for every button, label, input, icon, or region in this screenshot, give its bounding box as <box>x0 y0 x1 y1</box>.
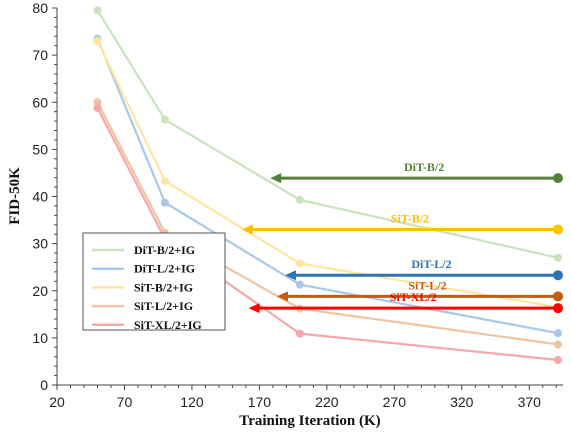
x-tick-label: 220 <box>315 394 339 410</box>
legend-label: SiT-L/2+IG <box>134 299 193 313</box>
baseline-label: SiT-XL/2 <box>390 290 437 304</box>
baseline-arrow-head <box>270 173 282 184</box>
data-point <box>93 36 102 45</box>
legend-label: DiT-B/2+IG <box>134 243 195 257</box>
data-point <box>295 195 304 204</box>
data-point <box>93 6 102 15</box>
data-point <box>160 176 169 185</box>
baseline-label: SiT-L/2 <box>408 278 446 292</box>
x-tick-label: 70 <box>117 394 133 410</box>
ticks-group: 0 10 20 30 40 50 60 70 80 20 70 120 170 220 270 320 370 <box>32 0 557 410</box>
series-line <box>96 101 559 346</box>
y-tick-label: 70 <box>32 47 48 63</box>
y-tick-label: 10 <box>32 330 48 346</box>
legend: DiT-B/2+IG DiT-L/2+IG SiT-B/2+IG SiT-L/2+IG… <box>82 232 226 332</box>
baseline-end-marker <box>553 173 563 184</box>
x-tick-label: 370 <box>518 394 542 410</box>
y-tick-label: 60 <box>32 94 48 110</box>
baseline-label: DiT-B/2 <box>404 160 444 174</box>
x-tick-label: 120 <box>180 394 204 410</box>
data-point <box>93 98 102 107</box>
data-point <box>93 103 102 112</box>
baseline-end-marker <box>553 270 563 281</box>
y-axis-title: FID-50K <box>7 167 23 225</box>
x-tick-label: 170 <box>248 394 272 410</box>
series-line <box>96 9 559 259</box>
baseline-arrow-head <box>276 291 288 302</box>
data-point <box>295 329 304 338</box>
x-tick-label: 320 <box>450 394 474 410</box>
data-point <box>554 253 562 262</box>
x-tick-label: 20 <box>49 394 65 410</box>
x-tick-label: 270 <box>383 394 407 410</box>
x-axis-title: Training Iteration (K) <box>239 413 380 429</box>
y-tick-label: 40 <box>32 189 48 205</box>
y-tick-label: 30 <box>32 236 48 252</box>
legend-label: DiT-L/2+IG <box>134 262 195 276</box>
data-point <box>554 329 562 338</box>
baseline-label: SiT-B/2 <box>391 211 429 225</box>
data-point <box>295 280 304 289</box>
data-point <box>160 198 169 207</box>
baseline-end-marker <box>553 224 563 235</box>
baseline-end-marker <box>553 291 563 302</box>
baseline-arrow-head <box>285 270 297 281</box>
data-point <box>295 259 304 268</box>
data-point <box>160 115 169 124</box>
baseline-arrow-head <box>248 303 260 314</box>
y-tick-label: 0 <box>40 377 48 393</box>
baseline-end-marker <box>553 303 563 314</box>
series-line <box>96 40 559 309</box>
y-tick-label: 20 <box>32 283 48 299</box>
baseline-arrow-head <box>241 224 253 235</box>
y-tick-label: 80 <box>32 0 48 16</box>
y-tick-label: 50 <box>32 141 48 157</box>
data-point <box>554 340 562 349</box>
series-line <box>96 107 559 362</box>
baseline-label: DiT-L/2 <box>411 257 451 271</box>
data-point <box>554 356 562 365</box>
legend-label: SiT-B/2+IG <box>134 280 193 294</box>
legend-label: SiT-XL/2+IG <box>134 318 202 332</box>
